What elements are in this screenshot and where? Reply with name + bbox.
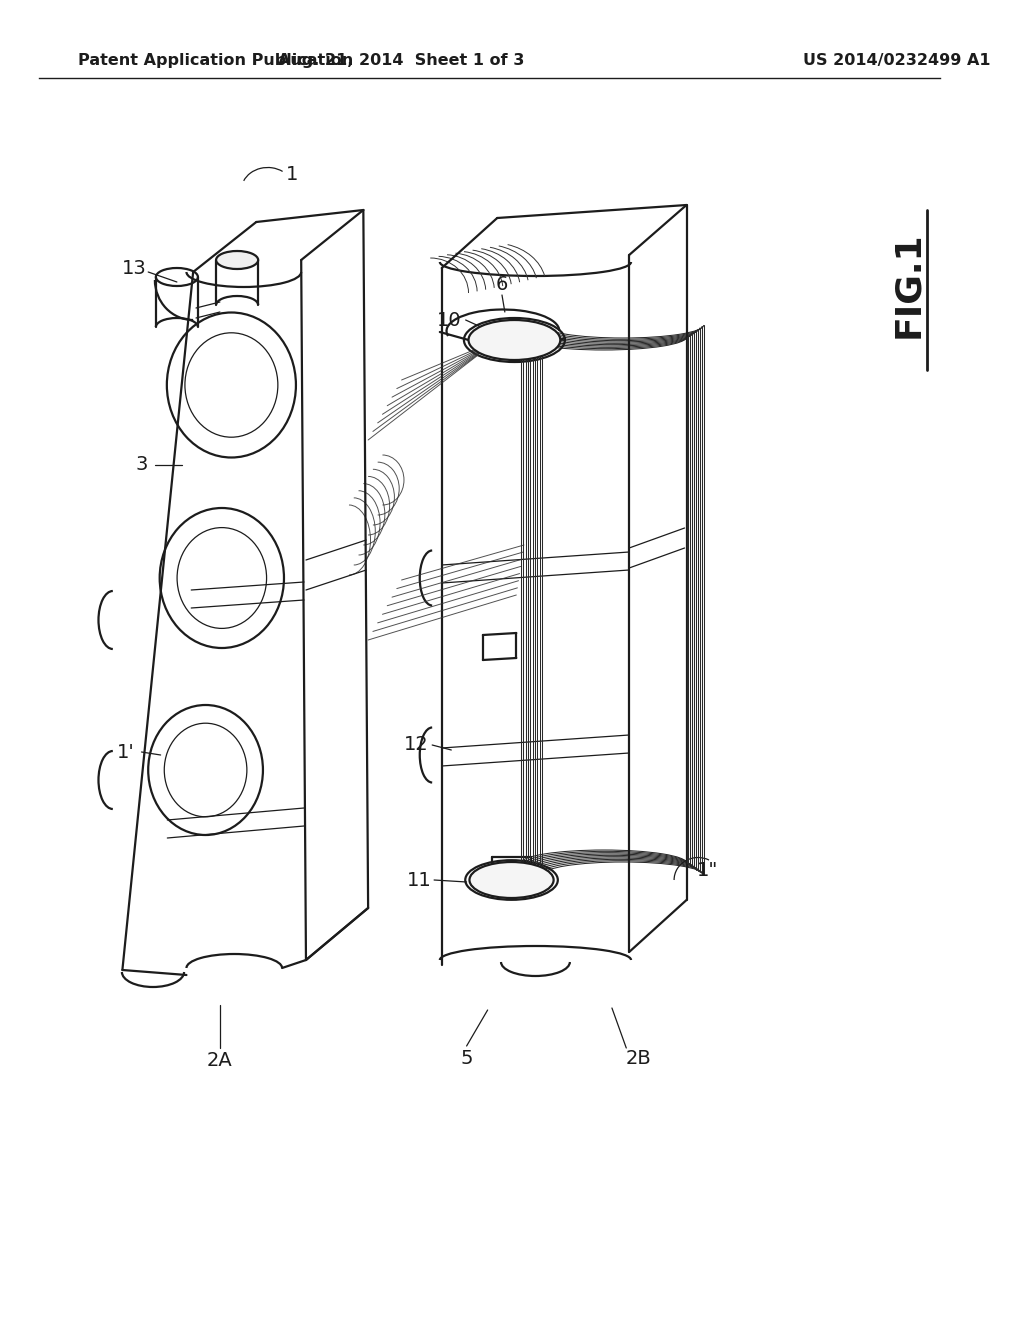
Ellipse shape xyxy=(469,862,554,898)
Text: 12: 12 xyxy=(403,735,428,755)
Ellipse shape xyxy=(216,251,258,269)
Text: 1: 1 xyxy=(286,165,298,185)
Text: 1": 1" xyxy=(697,861,718,879)
Text: 1': 1' xyxy=(118,742,135,762)
Text: 3: 3 xyxy=(135,455,147,474)
Text: 2B: 2B xyxy=(626,1048,651,1068)
Text: 5: 5 xyxy=(461,1048,473,1068)
Text: US 2014/0232499 A1: US 2014/0232499 A1 xyxy=(803,53,990,67)
Text: 2A: 2A xyxy=(207,1051,232,1069)
Text: 6: 6 xyxy=(496,276,508,294)
Ellipse shape xyxy=(469,319,560,360)
Text: 13: 13 xyxy=(122,259,146,277)
Text: 10: 10 xyxy=(437,310,462,330)
Text: 11: 11 xyxy=(407,870,431,890)
Text: FIG.1: FIG.1 xyxy=(891,232,926,338)
Text: Patent Application Publication: Patent Application Publication xyxy=(79,53,353,67)
Text: Aug. 21, 2014  Sheet 1 of 3: Aug. 21, 2014 Sheet 1 of 3 xyxy=(279,53,524,67)
